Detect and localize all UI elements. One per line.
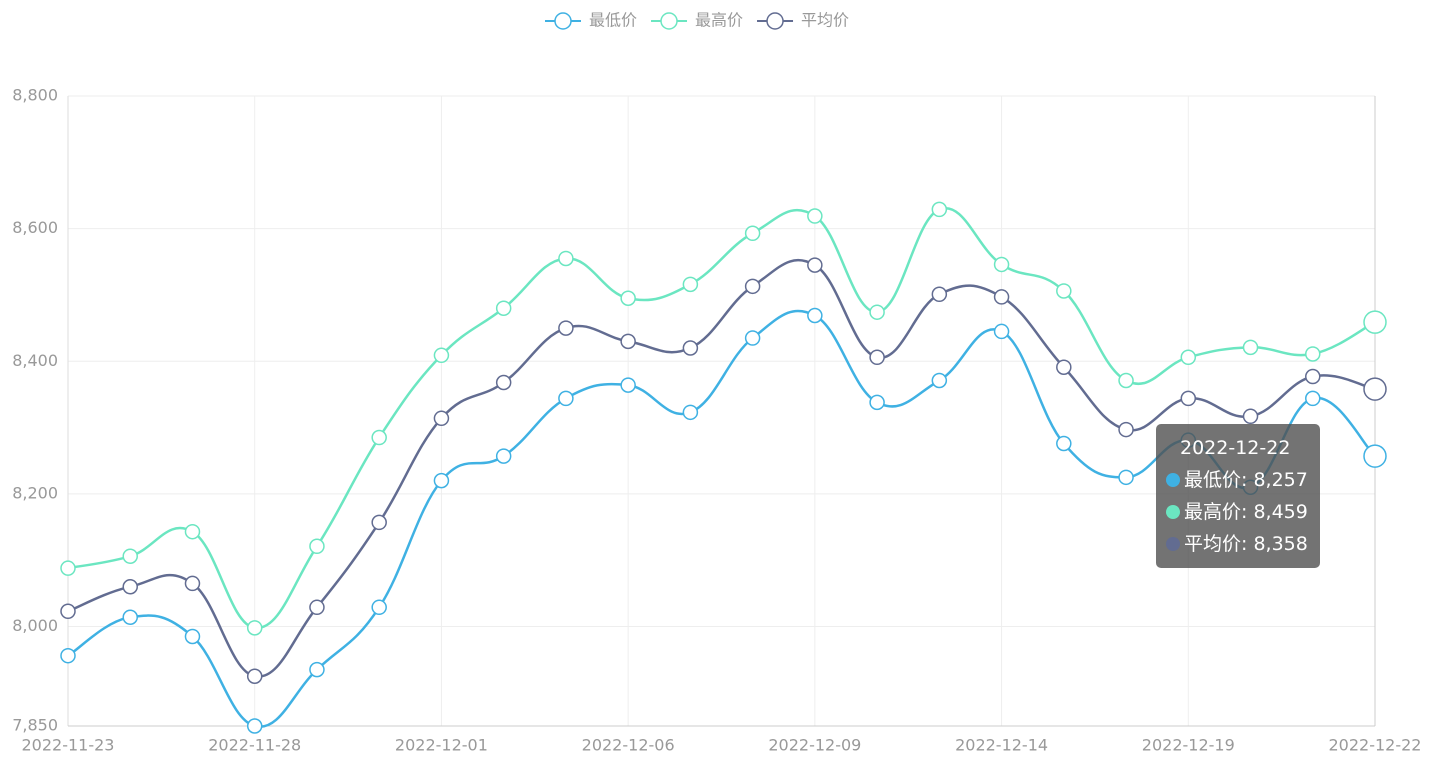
data-point <box>744 330 761 346</box>
data-point <box>246 668 263 685</box>
tooltip-dot <box>1166 473 1180 487</box>
data-point <box>60 603 76 620</box>
data-point <box>1056 435 1072 452</box>
tooltip-dot <box>1166 537 1180 551</box>
data-point <box>1363 377 1387 401</box>
x-tick-label: 2022-12-01 <box>395 736 488 755</box>
data-point <box>122 609 138 625</box>
data-point <box>931 286 948 303</box>
data-point <box>558 390 574 407</box>
data-point <box>309 599 325 616</box>
x-tick-label: 2022-12-09 <box>768 736 861 755</box>
data-point <box>433 347 450 364</box>
data-point <box>558 250 574 267</box>
x-tick-label: 2022-12-22 <box>1329 736 1422 755</box>
data-point <box>60 647 76 664</box>
data-point <box>495 300 512 316</box>
data-point <box>1118 469 1134 486</box>
data-point <box>184 628 201 645</box>
data-point <box>682 276 699 293</box>
data-point <box>1180 349 1197 366</box>
data-point <box>558 320 574 336</box>
legend-icon <box>554 12 572 30</box>
x-tick-label: 2022-12-06 <box>582 736 675 755</box>
tooltip-row: 最低价: 8,257 <box>1166 464 1320 496</box>
data-point <box>1118 421 1134 438</box>
data-point <box>744 278 761 295</box>
data-point <box>620 377 636 393</box>
data-point <box>1305 368 1321 385</box>
data-point <box>1363 310 1387 334</box>
data-point <box>931 201 948 218</box>
x-tick-label: 2022-12-19 <box>1142 736 1235 755</box>
series-line <box>67 259 1376 678</box>
data-point <box>869 304 885 320</box>
data-point <box>495 448 512 464</box>
y-tick-label: 8,600 <box>12 218 58 237</box>
data-point <box>433 410 450 427</box>
tooltip-text: 平均价: 8,358 <box>1184 533 1308 555</box>
data-point <box>246 718 263 734</box>
legend-icon <box>660 12 678 30</box>
data-point <box>1180 390 1197 407</box>
y-tick-label: 7,850 <box>12 716 58 735</box>
x-tick-label: 2022-12-14 <box>955 736 1048 755</box>
data-point <box>620 333 636 350</box>
tooltip-dot <box>1166 505 1180 519</box>
data-point <box>371 514 387 531</box>
data-point <box>993 323 1010 340</box>
data-point <box>1242 408 1259 425</box>
data-point <box>869 394 885 411</box>
data-point <box>993 256 1010 273</box>
data-point <box>1305 346 1321 362</box>
data-point <box>1118 372 1134 389</box>
legend-label: 最低价 <box>589 11 637 30</box>
x-tick-label: 2022-11-28 <box>208 736 301 755</box>
data-point <box>869 349 885 366</box>
data-point <box>433 472 450 489</box>
data-point <box>1056 283 1072 299</box>
data-point <box>495 374 512 391</box>
data-point <box>184 523 201 540</box>
data-point <box>122 548 138 564</box>
legend-icon <box>766 12 784 30</box>
data-point <box>682 404 699 421</box>
tooltip-title: 2022-12-22 <box>1180 437 1291 459</box>
data-point <box>682 340 699 356</box>
y-tick-label: 8,200 <box>12 483 58 502</box>
tooltip-text: 最高价: 8,459 <box>1184 501 1308 523</box>
data-point <box>1242 339 1259 356</box>
x-tick-label: 2022-11-23 <box>22 736 115 755</box>
y-tick-label: 8,400 <box>12 351 58 370</box>
tooltip: 2022-12-22 最低价: 8,257 最高价: 8,459 平均价: 8,35… <box>1156 424 1320 568</box>
data-point <box>807 257 823 273</box>
data-point <box>184 575 201 592</box>
data-point <box>1305 390 1321 407</box>
tooltip-text: 最低价: 8,257 <box>1184 469 1308 491</box>
legend-label: 平均价 <box>801 11 849 30</box>
y-tick-label: 8,000 <box>12 616 58 635</box>
tooltip-row: 平均价: 8,358 <box>1166 528 1320 560</box>
tooltip-row: 最高价: 8,459 <box>1166 496 1320 528</box>
data-point <box>993 289 1010 305</box>
legend-label: 最高价 <box>695 11 743 30</box>
data-point <box>744 225 761 242</box>
data-point <box>931 372 948 389</box>
data-point <box>246 620 263 636</box>
data-point <box>122 578 138 595</box>
data-point <box>371 429 387 446</box>
data-point <box>807 307 823 324</box>
data-point <box>309 661 325 678</box>
y-tick-label: 8,800 <box>12 86 58 105</box>
data-point <box>1363 444 1387 468</box>
data-point <box>620 290 636 307</box>
data-point <box>1056 359 1072 375</box>
data-point <box>807 208 823 224</box>
data-point <box>60 560 76 576</box>
data-point <box>371 599 387 616</box>
data-point <box>309 538 325 555</box>
